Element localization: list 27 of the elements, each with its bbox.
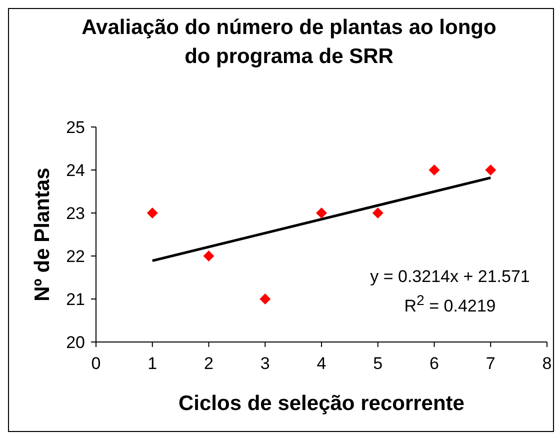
y-tick-label: 23 xyxy=(66,204,85,224)
point xyxy=(146,208,158,218)
x-tick-label: 0 xyxy=(91,354,101,374)
y-tick-label: 21 xyxy=(66,290,85,310)
y-tick-label: 22 xyxy=(66,247,85,266)
y-tick-label: 25 xyxy=(66,118,85,138)
x-tick-label: 7 xyxy=(486,354,496,374)
x-tick-label: 6 xyxy=(430,354,439,374)
point xyxy=(203,250,214,262)
point xyxy=(316,208,327,218)
y-tick-label: 20 xyxy=(66,333,85,352)
point xyxy=(372,208,384,218)
x-axis-title: Ciclos de seleção recorrente xyxy=(178,392,464,415)
y-tick-label: 24 xyxy=(66,161,85,180)
x-tick-label: 2 xyxy=(204,354,214,374)
point xyxy=(428,164,440,176)
x-tick-label: 1 xyxy=(148,354,158,374)
annotation: y = 0.3214x + 21.571 xyxy=(369,266,531,288)
chart-title: Avaliação do número de plantas ao longo do programa de SRR xyxy=(80,15,498,70)
x-tick-label: 3 xyxy=(260,354,270,374)
y-axis-title: Nº de Plantas xyxy=(30,168,54,302)
x-tick-label: 8 xyxy=(542,354,552,374)
x-tick-label: 4 xyxy=(316,354,326,374)
annotation: R$^{2}$ = 0.4219 xyxy=(403,292,497,318)
point xyxy=(260,294,271,304)
point xyxy=(485,164,496,176)
x-tick-label: 5 xyxy=(373,354,383,374)
